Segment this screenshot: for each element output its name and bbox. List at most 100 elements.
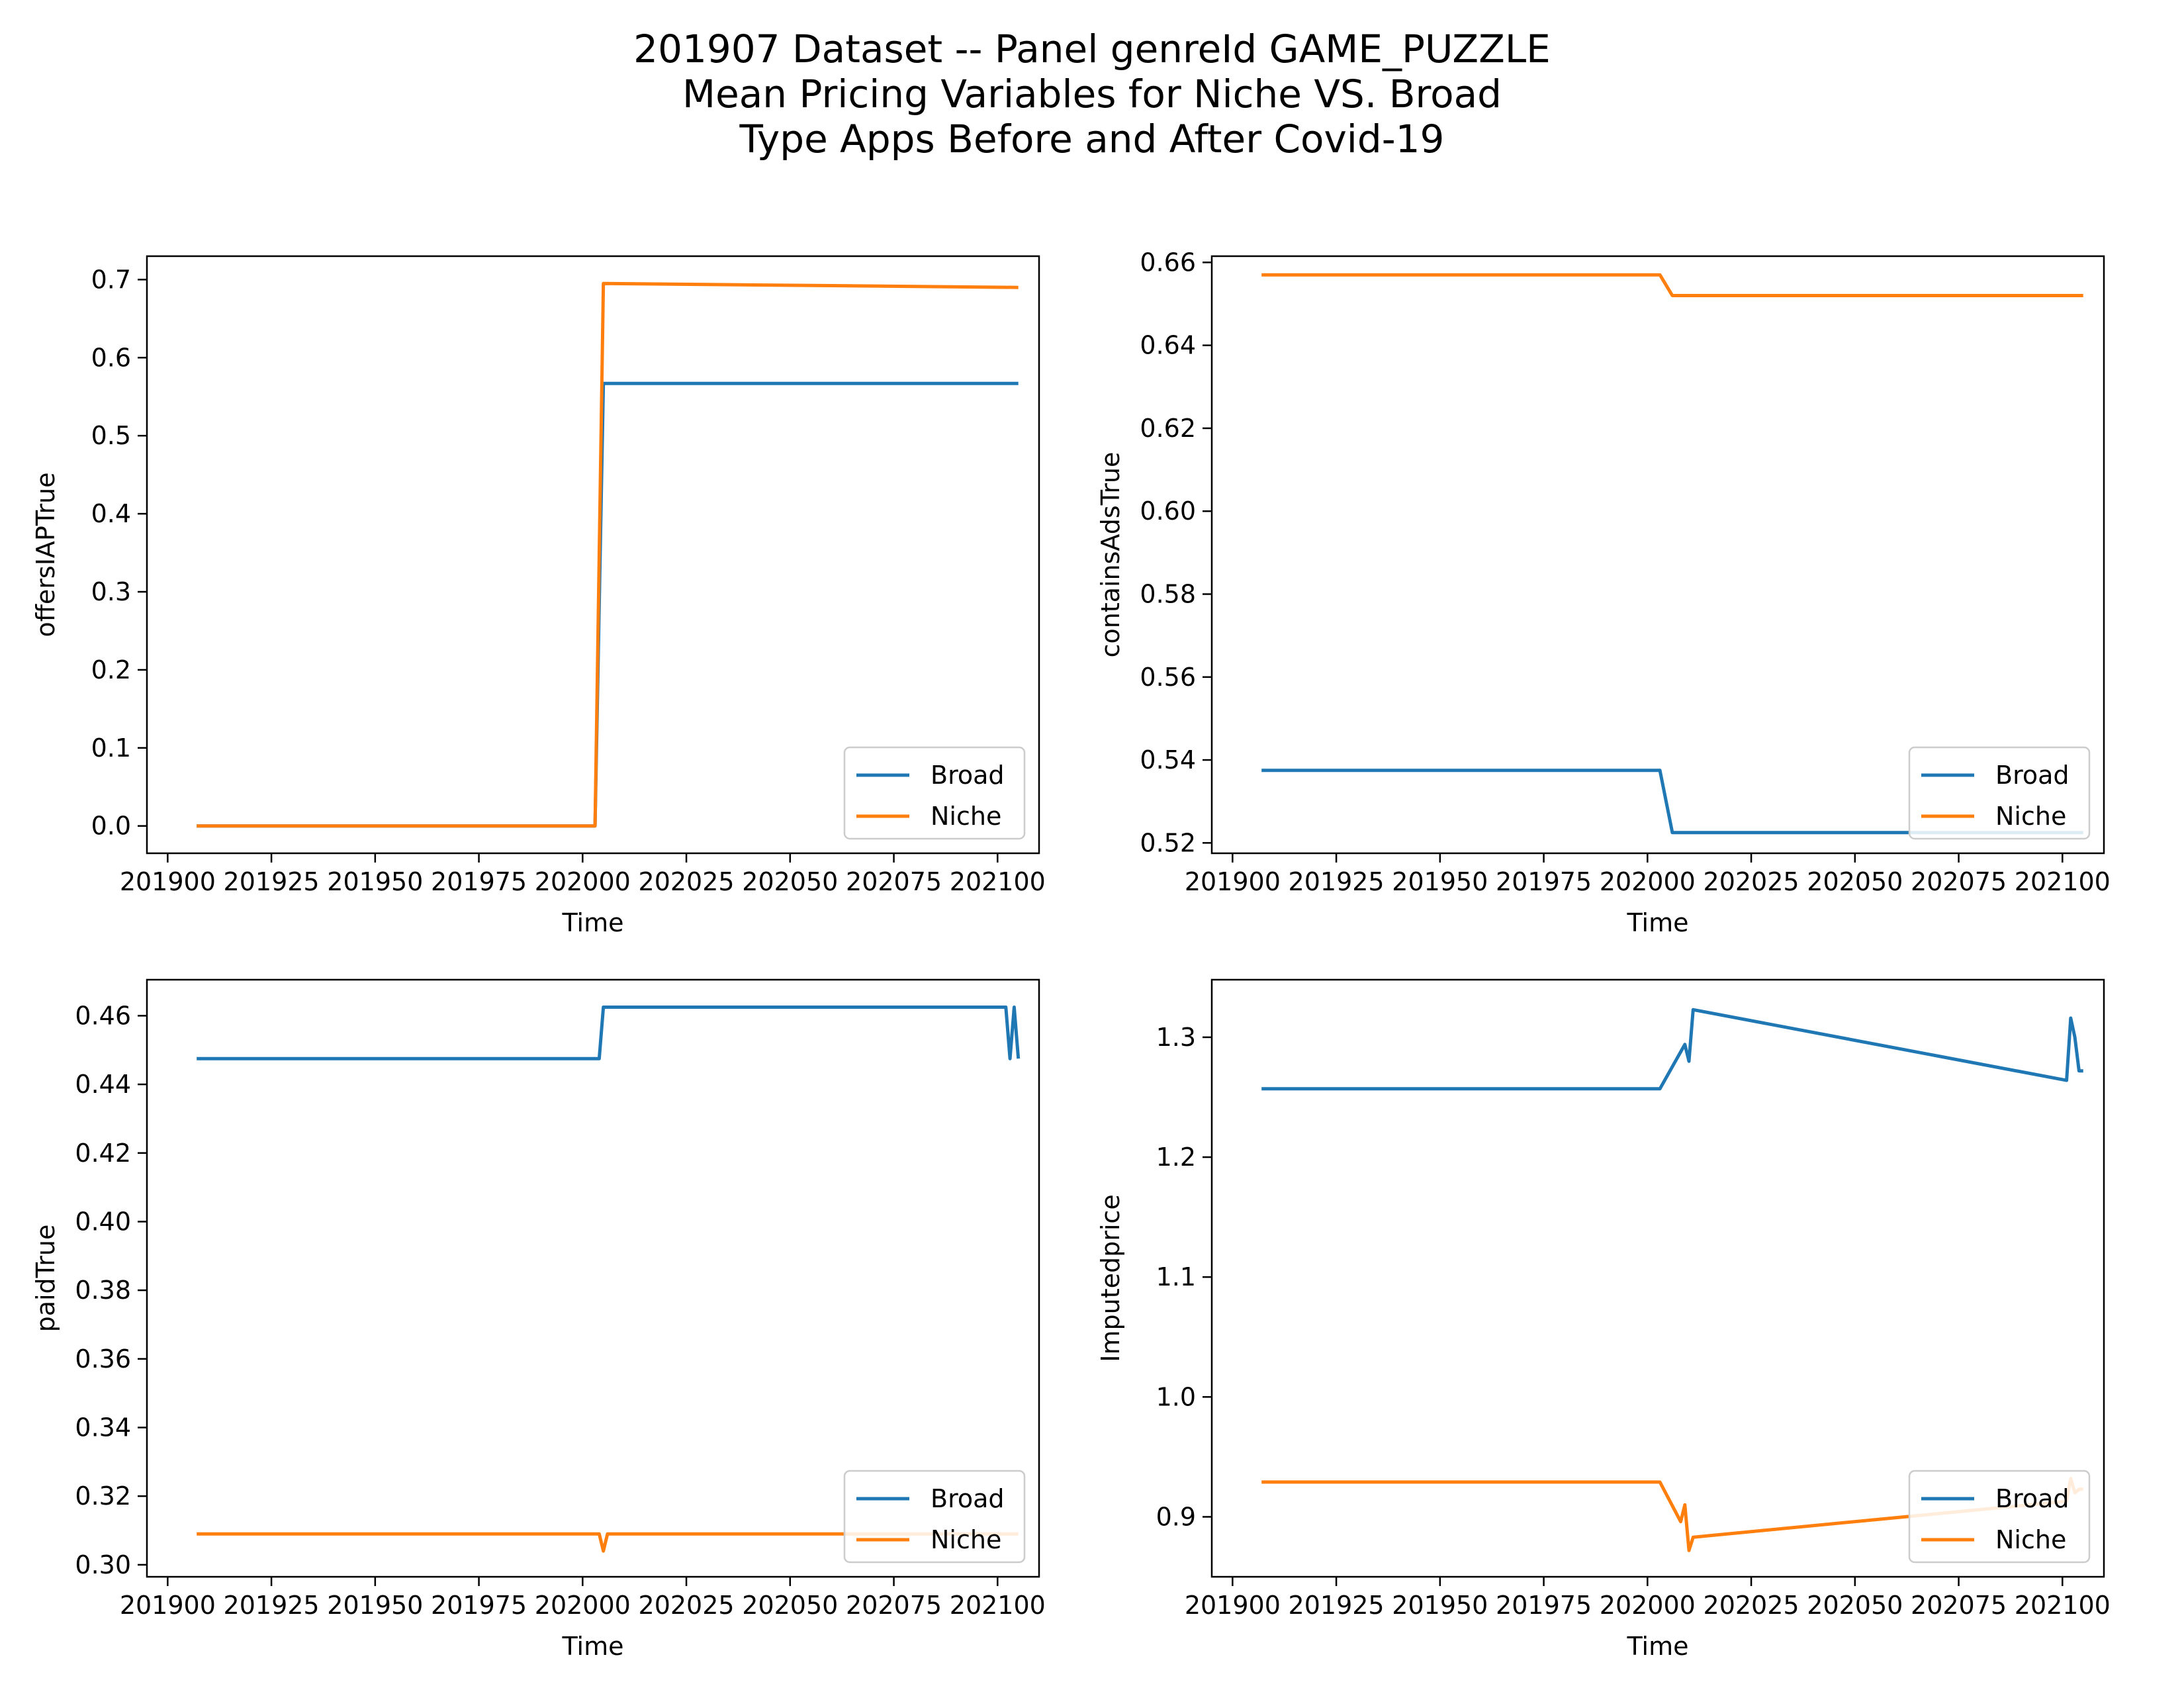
y-tick-label: 1.1 — [1156, 1262, 1196, 1291]
y-tick-label: 0.62 — [1140, 414, 1196, 443]
y-tick-label: 0.66 — [1140, 248, 1196, 277]
series-line-broad — [1261, 1008, 2083, 1091]
x-tick-label: 202100 — [950, 867, 1046, 896]
y-tick-label: 0.6 — [91, 343, 131, 372]
y-tick-label: 0.4 — [91, 499, 131, 528]
x-tick-label: 202100 — [2015, 1591, 2111, 1620]
y-axis-label: Imputedprice — [1096, 1194, 1125, 1362]
y-tick-label: 0.40 — [75, 1207, 131, 1236]
legend-label-niche: Niche — [1995, 1525, 2066, 1554]
y-tick-label: 0.44 — [75, 1070, 131, 1099]
series-line-niche — [1261, 273, 2083, 297]
y-tick-label: 1.0 — [1156, 1382, 1196, 1411]
x-tick-label: 201900 — [120, 867, 216, 896]
y-tick-label: 0.3 — [91, 577, 131, 606]
y-tick-label: 0.42 — [75, 1139, 131, 1168]
y-tick-label: 0.34 — [75, 1413, 131, 1442]
legend: Broad Niche — [843, 746, 1026, 840]
series-line-niche — [197, 281, 1019, 828]
y-tick-label: 0.52 — [1140, 828, 1196, 857]
x-tick-label: 201950 — [1392, 867, 1488, 896]
figure-title: 201907 Dataset -- Panel genreId GAME_PUZ… — [0, 26, 2184, 162]
y-axis-label: offersIAPTrue — [31, 472, 60, 637]
plot-frame — [146, 978, 1040, 1578]
y-tick-label: 1.2 — [1156, 1143, 1196, 1172]
x-tick-label: 202075 — [846, 1591, 942, 1620]
x-tick-label: 202050 — [1807, 867, 1903, 896]
legend-label-broad: Broad — [1995, 761, 2070, 790]
y-axis-label: paidTrue — [31, 1225, 60, 1333]
y-tick-label: 0.30 — [75, 1550, 131, 1579]
x-tick-label: 202025 — [639, 867, 735, 896]
x-tick-label: 202100 — [950, 1591, 1046, 1620]
x-tick-label: 201950 — [327, 867, 423, 896]
legend-label-broad: Broad — [931, 1484, 1005, 1513]
x-axis-label: Time — [1627, 908, 1689, 937]
x-tick-label: 201900 — [1185, 867, 1281, 896]
x-tick-label: 201975 — [1496, 867, 1592, 896]
x-tick-label: 201900 — [1185, 1591, 1281, 1620]
x-tick-label: 201975 — [1496, 1591, 1592, 1620]
x-tick-label: 201950 — [1392, 1591, 1488, 1620]
y-tick-label: 0.38 — [75, 1276, 131, 1305]
x-axis-label: Time — [562, 908, 624, 937]
x-tick-label: 202100 — [2015, 867, 2111, 896]
y-tick-label: 0.2 — [91, 655, 131, 684]
x-tick-label: 202050 — [742, 1591, 838, 1620]
legend-label-niche: Niche — [1995, 802, 2066, 831]
subplot-1: 201900 201925 201950 201975 202000 202025 2020… — [31, 255, 1046, 937]
x-tick-label: 202000 — [1600, 1591, 1696, 1620]
x-tick-label: 202000 — [1600, 867, 1696, 896]
x-tick-label: 202000 — [535, 1591, 631, 1620]
y-tick-label: 0.60 — [1140, 496, 1196, 526]
x-tick-label: 202050 — [742, 867, 838, 896]
figure-title-line-2: Mean Pricing Variables for Niche VS. Bro… — [682, 71, 1502, 117]
y-tick-label: 0.0 — [91, 812, 131, 841]
x-tick-label: 201925 — [224, 1591, 320, 1620]
x-tick-label: 202025 — [639, 1591, 735, 1620]
x-tick-label: 201925 — [1289, 1591, 1385, 1620]
y-tick-label: 0.56 — [1140, 663, 1196, 692]
y-tick-label: 1.3 — [1156, 1023, 1196, 1052]
series-line-broad — [1261, 769, 2083, 835]
plot-frame — [146, 255, 1040, 855]
x-tick-label: 202000 — [535, 867, 631, 896]
legend-label-broad: Broad — [1995, 1484, 2070, 1513]
x-tick-label: 202075 — [846, 867, 942, 896]
subplot-3: 201900 201925 201950 201975 202000 202025 2020… — [31, 978, 1046, 1661]
y-tick-label: 0.46 — [75, 1001, 131, 1030]
plot-frame — [1210, 978, 2105, 1578]
subplot-4: 201900 201925 201950 201975 202000 202025 2020… — [1096, 978, 2111, 1661]
plot-frame — [1210, 255, 2105, 855]
y-tick-label: 0.32 — [75, 1481, 131, 1511]
figure-title-line-3: Type Apps Before and After Covid-19 — [739, 117, 1445, 162]
figure-title-line-1: 201907 Dataset -- Panel genreId GAME_PUZ… — [633, 26, 1551, 71]
x-tick-label: 201900 — [120, 1591, 216, 1620]
x-tick-label: 201950 — [327, 1591, 423, 1620]
x-tick-label: 201975 — [431, 1591, 527, 1620]
legend: Broad Niche — [1908, 1470, 2091, 1564]
series-line-broad — [197, 1006, 1021, 1060]
y-axis-label: containsAdsTrue — [1096, 452, 1125, 658]
y-tick-label: 0.58 — [1140, 580, 1196, 609]
y-tick-label: 0.7 — [91, 265, 131, 294]
x-axis-label: Time — [1627, 1632, 1689, 1661]
x-tick-label: 201975 — [431, 867, 527, 896]
legend-label-broad: Broad — [931, 761, 1005, 790]
x-tick-label: 202050 — [1807, 1591, 1903, 1620]
y-tick-label: 0.5 — [91, 421, 131, 450]
x-tick-label: 201925 — [224, 867, 320, 896]
y-tick-label: 0.36 — [75, 1344, 131, 1374]
x-axis-label: Time — [562, 1632, 624, 1661]
legend-label-niche: Niche — [931, 802, 1001, 831]
y-tick-label: 0.9 — [1156, 1502, 1196, 1531]
x-tick-label: 202075 — [1911, 867, 2007, 896]
y-tick-label: 0.1 — [91, 733, 131, 763]
y-tick-label: 0.54 — [1140, 745, 1196, 774]
x-tick-label: 202025 — [1704, 867, 1799, 896]
legend: Broad Niche — [843, 1470, 1026, 1564]
subplot-2: 201900 201925 201950 201975 202000 202025 2020… — [1096, 248, 2111, 937]
x-tick-label: 201925 — [1289, 867, 1385, 896]
x-tick-label: 202075 — [1911, 1591, 2007, 1620]
